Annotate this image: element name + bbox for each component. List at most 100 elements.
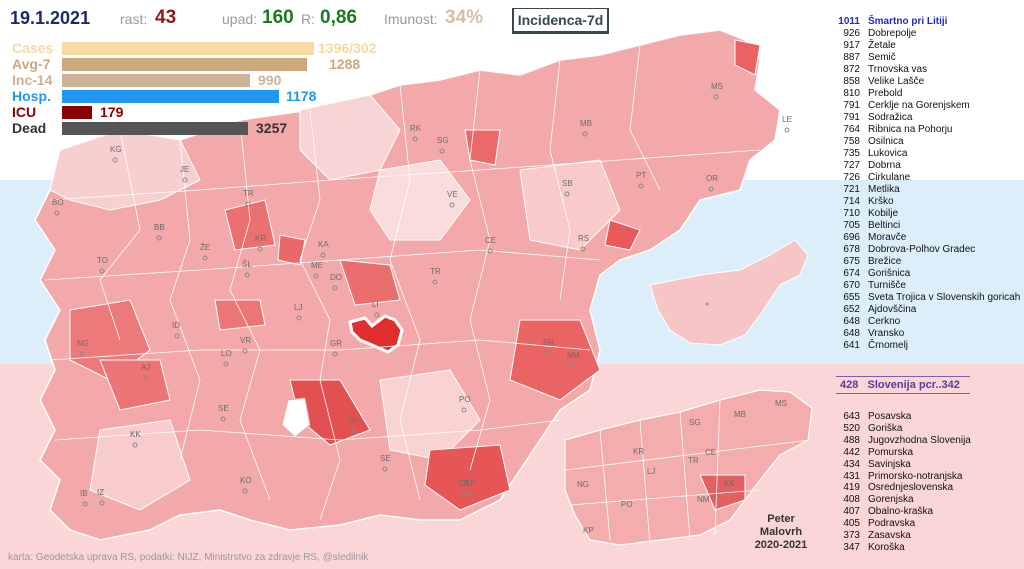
region-value: 347 bbox=[843, 541, 860, 553]
ranking-name: Prebold bbox=[868, 88, 903, 99]
regional-map-label: KP bbox=[583, 526, 594, 535]
region-row: 488 Jugovzhodna Slovenija bbox=[836, 435, 971, 446]
map-strong-area-2 bbox=[99, 359, 171, 411]
ranking-value: 887 bbox=[843, 52, 860, 63]
map-city-label: MB bbox=[580, 119, 592, 128]
map-white-municipality bbox=[281, 397, 311, 438]
map-city-label: ME bbox=[311, 261, 323, 270]
rast-label: rast: bbox=[120, 11, 148, 27]
ranking-value: 726 bbox=[843, 172, 860, 183]
ranking-name: Žetale bbox=[868, 40, 896, 51]
region-value: 434 bbox=[843, 458, 860, 470]
map-strong-area-9 bbox=[734, 39, 761, 76]
ranking-value: 696 bbox=[843, 232, 860, 243]
ranking-value: 1011 bbox=[838, 16, 860, 27]
city-marker bbox=[220, 416, 226, 422]
city-marker bbox=[182, 177, 188, 183]
ranking-name: Moravče bbox=[868, 232, 907, 243]
upad-label: upad: bbox=[222, 11, 258, 27]
city-marker bbox=[638, 183, 644, 189]
city-marker bbox=[244, 272, 250, 278]
map-city-label: KR bbox=[255, 234, 266, 243]
stat-label-inc14: Inc-14 bbox=[12, 72, 53, 88]
map-city-label: OR bbox=[706, 174, 718, 183]
city-marker bbox=[257, 246, 263, 252]
ranking-row: 714 Krško bbox=[836, 196, 894, 207]
stat-bar-icu bbox=[62, 106, 92, 119]
map-city-label: PO bbox=[459, 395, 471, 404]
city-marker bbox=[332, 351, 338, 357]
region-row: 373 Zasavska bbox=[836, 530, 910, 541]
map-city-label: SG bbox=[437, 136, 449, 145]
stat-label-hosp: Hosp. bbox=[12, 88, 51, 104]
regional-map-label: NM bbox=[697, 495, 710, 504]
region-row: 434 Savinjska bbox=[836, 459, 911, 470]
city-marker bbox=[564, 191, 570, 197]
region-row: 442 Pomurska bbox=[836, 447, 913, 458]
ranking-row: 648 Cerkno bbox=[836, 316, 900, 327]
ranking-value: 810 bbox=[843, 88, 860, 99]
stat-value-cases: 1396/302 bbox=[318, 40, 377, 56]
inset-marker bbox=[705, 302, 709, 306]
city-marker bbox=[242, 488, 248, 494]
city-marker bbox=[174, 333, 180, 339]
ranking-row: 652 Ajdovščina bbox=[836, 304, 916, 315]
ranking-row: 926 Dobrepolje bbox=[836, 28, 916, 39]
ranking-row: 641 Črnomelj bbox=[836, 340, 908, 351]
stat-value-icu: 179 bbox=[100, 104, 124, 120]
ranking-name: Trnovska vas bbox=[868, 64, 928, 75]
map-city-label: KA bbox=[318, 240, 329, 249]
city-marker bbox=[467, 491, 473, 497]
map-city-label: MS bbox=[711, 82, 723, 91]
city-marker bbox=[296, 315, 302, 321]
region-value: 520 bbox=[843, 422, 860, 434]
ranking-value: 791 bbox=[843, 100, 860, 111]
regional-mini-map-posavska bbox=[699, 474, 746, 511]
city-marker bbox=[54, 210, 60, 216]
map-city-label: JE bbox=[180, 165, 189, 174]
ranking-value: 764 bbox=[843, 124, 860, 135]
ranking-name: Cerklje na Gorenjskem bbox=[868, 100, 970, 111]
city-marker bbox=[545, 350, 551, 356]
regional-map-label: CE bbox=[705, 448, 716, 457]
author-line-1: Peter bbox=[767, 513, 795, 525]
ranking-value: 714 bbox=[843, 196, 860, 207]
incidenca-mode-badge[interactable]: Incidenca-7d bbox=[512, 8, 609, 34]
stat-value-hosp: 1178 bbox=[286, 88, 317, 104]
region-value: 643 bbox=[843, 411, 860, 422]
slovenia-summary-label: Slovenija pcr..342 bbox=[867, 379, 960, 391]
ranking-value: 791 bbox=[843, 112, 860, 123]
city-marker bbox=[580, 246, 586, 252]
ranking-value: 727 bbox=[843, 160, 860, 171]
region-row: 643 Posavska bbox=[836, 411, 911, 422]
region-name: Podravska bbox=[868, 518, 916, 530]
region-row: 520 Goriška bbox=[836, 423, 902, 434]
city-marker bbox=[784, 127, 790, 133]
ranking-name: Krško bbox=[868, 196, 894, 207]
ranking-row: 872 Trnovska vas bbox=[836, 64, 927, 75]
ranking-row: 727 Dobrna bbox=[836, 160, 901, 171]
ranking-row: 810 Prebold bbox=[836, 88, 902, 99]
r-value: 0,86 bbox=[320, 7, 357, 28]
ranking-row: 674 Gorišnica bbox=[836, 268, 910, 279]
region-value: 442 bbox=[843, 446, 860, 458]
ranking-name: Sodražica bbox=[868, 112, 913, 123]
city-marker bbox=[461, 407, 467, 413]
stat-bar-avg7 bbox=[62, 58, 307, 71]
ranking-value: 648 bbox=[843, 328, 860, 339]
city-marker bbox=[332, 285, 338, 291]
map-city-label: SE bbox=[218, 404, 229, 413]
map-city-label: LJ bbox=[294, 303, 302, 312]
map-highlighted-municipality bbox=[348, 314, 404, 354]
map-strong-area-12 bbox=[224, 199, 276, 251]
stat-label-icu: ICU bbox=[12, 104, 37, 120]
city-marker bbox=[432, 279, 438, 285]
map-city-label: IB bbox=[80, 489, 88, 498]
slovenia-summary: 428 Slovenija pcr..342 bbox=[836, 376, 970, 394]
map-strong-area-3 bbox=[509, 319, 601, 401]
ranking-name: Ajdovščina bbox=[868, 304, 917, 315]
ranking-value: 735 bbox=[843, 148, 860, 159]
ranking-row: 791 Cerklje na Gorenjskem bbox=[836, 100, 970, 111]
regional-map-label: PO bbox=[621, 500, 633, 509]
